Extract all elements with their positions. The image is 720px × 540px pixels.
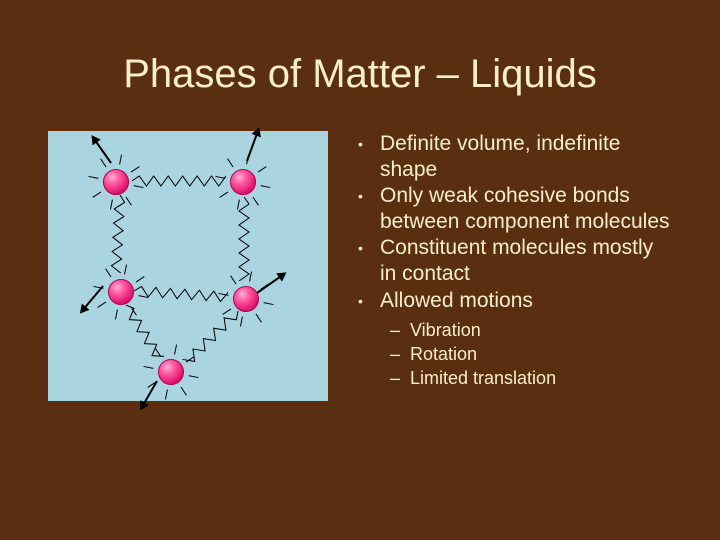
molecule-diagram	[48, 131, 328, 401]
spring-bond	[238, 197, 250, 281]
molecule	[233, 286, 259, 312]
bullet-item: Definite volume, indefinite shape	[352, 131, 670, 182]
molecule	[230, 169, 256, 195]
spring-bond	[132, 175, 226, 187]
sub-bullet-item: Rotation	[386, 343, 670, 367]
molecule	[158, 359, 184, 385]
motion-arrow	[256, 275, 282, 294]
content-row: Definite volume, indefinite shape Only w…	[0, 97, 720, 401]
bullet-text: Allowed motions	[380, 289, 533, 312]
bullet-item: Allowed motions Vibration Rotation Limit…	[352, 288, 670, 391]
sub-bullet-item: Limited translation	[386, 367, 670, 391]
spring-bond	[121, 302, 165, 362]
motion-arrow	[83, 285, 104, 309]
slide-title: Phases of Matter – Liquids	[0, 0, 720, 97]
motion-arrow	[246, 132, 258, 161]
motion-arrow	[94, 139, 112, 163]
molecule	[108, 279, 134, 305]
sub-bullet-item: Vibration	[386, 319, 670, 343]
bullet-item: Only weak cohesive bonds between compone…	[352, 183, 670, 234]
spring-bond	[134, 285, 229, 303]
motion-arrow	[142, 381, 158, 406]
bullet-list: Definite volume, indefinite shape Only w…	[352, 131, 670, 391]
bullet-item: Constituent molecules mostly in contact	[352, 235, 670, 286]
spring-bond	[110, 195, 126, 274]
sub-bullet-list: Vibration Rotation Limited translation	[386, 319, 670, 390]
bullet-column: Definite volume, indefinite shape Only w…	[352, 131, 670, 401]
spring-bond	[182, 307, 242, 367]
molecule	[103, 169, 129, 195]
